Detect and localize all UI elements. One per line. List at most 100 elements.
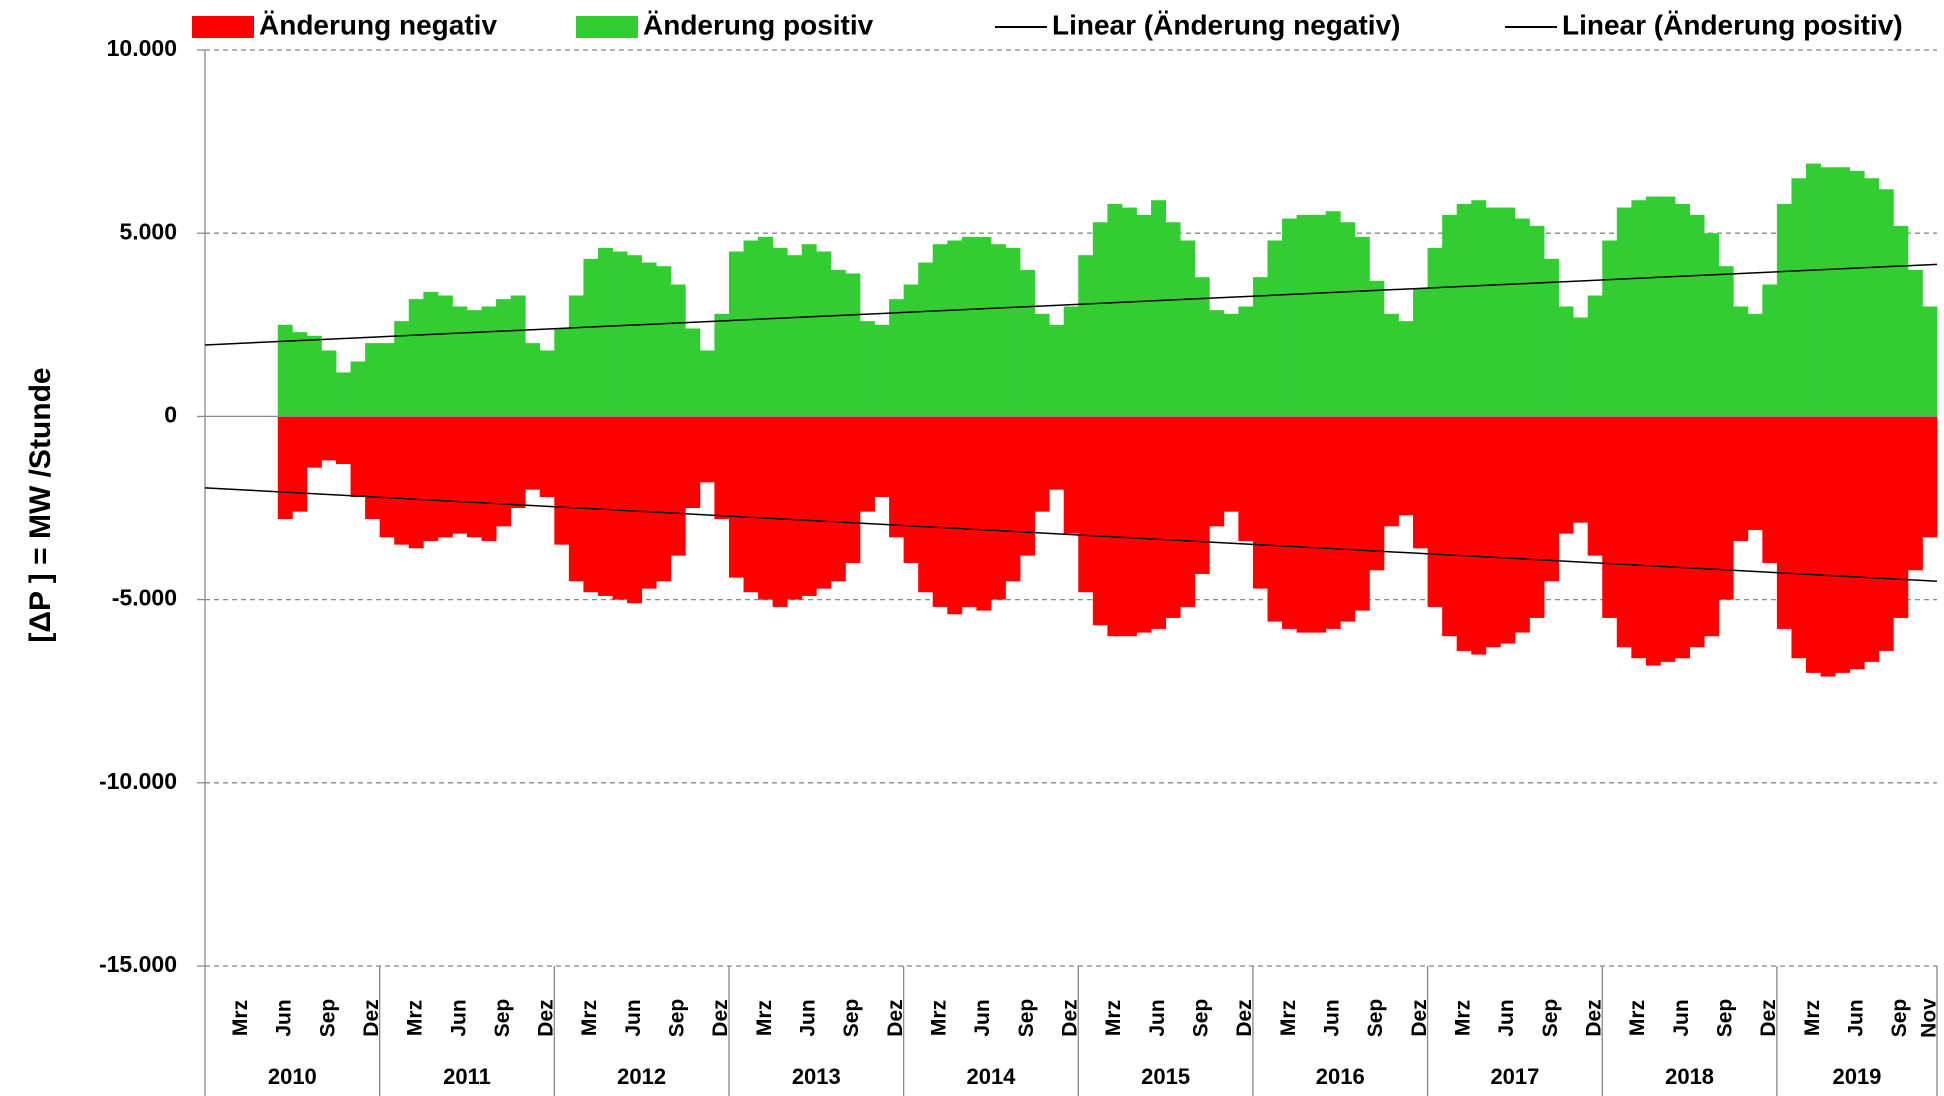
- bar: [1500, 416, 1516, 644]
- bar: [961, 236, 977, 417]
- bar: [1456, 416, 1472, 651]
- bar: [1209, 310, 1225, 417]
- x-tick-label: Mrz: [1626, 1000, 1649, 1036]
- bar: [452, 306, 468, 417]
- bar: [1602, 240, 1618, 417]
- bar: [1922, 416, 1938, 538]
- bar: [568, 416, 584, 582]
- bar: [918, 416, 934, 593]
- bar: [510, 295, 526, 417]
- bar: [627, 416, 643, 604]
- bar: [1369, 280, 1385, 417]
- bar: [656, 416, 672, 582]
- bar: [1631, 416, 1647, 659]
- x-tick-label: Jun: [1670, 999, 1693, 1036]
- bar: [1121, 416, 1137, 637]
- bar: [1616, 416, 1632, 648]
- bar: [918, 262, 934, 417]
- x-tick-label: Mrz: [229, 1000, 252, 1036]
- bar: [1529, 225, 1545, 417]
- bar: [728, 416, 744, 578]
- x-group-label: 2015: [1141, 1064, 1190, 1089]
- bar: [1136, 214, 1152, 417]
- bar: [1063, 416, 1079, 534]
- bar: [1645, 196, 1661, 417]
- y-tick-label: 0: [164, 401, 177, 427]
- bar: [1005, 416, 1021, 582]
- bar: [612, 251, 628, 417]
- bar: [1689, 416, 1705, 648]
- x-tick-label: Jun: [797, 999, 820, 1036]
- x-tick-label: Dez: [1233, 999, 1256, 1036]
- bar: [1209, 416, 1225, 527]
- bar: [1194, 277, 1210, 417]
- bar: [1049, 416, 1065, 490]
- x-tick-label: Mrz: [928, 1000, 951, 1036]
- bar: [845, 416, 861, 563]
- bar: [1151, 416, 1167, 629]
- legend-label: Änderung positiv: [643, 9, 874, 40]
- bar: [743, 416, 759, 593]
- x-tick-label: Sep: [1539, 999, 1562, 1038]
- x-tick-label: Jun: [1321, 999, 1344, 1036]
- bar: [350, 361, 366, 417]
- bar: [1383, 313, 1399, 417]
- bar: [1907, 269, 1923, 417]
- x-tick-label: Mrz: [753, 1000, 776, 1036]
- x-tick-label: Mrz: [1277, 1000, 1300, 1036]
- bar: [1820, 416, 1836, 677]
- bar: [772, 416, 788, 607]
- bar: [597, 416, 613, 596]
- bar: [816, 251, 832, 417]
- bar: [496, 416, 512, 527]
- x-tick-label: Dez: [535, 999, 558, 1036]
- legend-label: Linear (Änderung negativ): [1052, 9, 1400, 40]
- bar: [699, 350, 715, 417]
- bar: [1238, 306, 1254, 417]
- bar: [1485, 207, 1501, 417]
- bar: [1762, 284, 1778, 417]
- y-axis-label: [ΔP ] = MW /Stunde: [24, 367, 57, 642]
- x-tick-label: Jun: [273, 999, 296, 1036]
- bar: [1340, 222, 1356, 417]
- x-tick-label: Jun: [1495, 999, 1518, 1036]
- bar: [365, 343, 381, 417]
- x-group-label: 2010: [268, 1064, 317, 1089]
- bar: [335, 372, 351, 417]
- bar: [1791, 416, 1807, 659]
- bar: [1078, 255, 1094, 417]
- bar: [1340, 416, 1356, 622]
- x-tick-label: Jun: [1146, 999, 1169, 1036]
- bar: [525, 416, 541, 490]
- bar: [699, 416, 715, 483]
- bar: [874, 416, 890, 498]
- x-tick-label: Mrz: [578, 1000, 601, 1036]
- bar: [408, 299, 424, 417]
- x-tick-label: Sep: [1190, 999, 1213, 1038]
- x-group-label: 2011: [443, 1064, 491, 1089]
- bar: [1776, 203, 1792, 417]
- bar: [1034, 313, 1050, 417]
- bar: [1398, 321, 1414, 417]
- bar: [306, 416, 322, 468]
- bar: [292, 332, 308, 417]
- bar: [656, 266, 672, 417]
- bar: [1675, 416, 1690, 659]
- x-tick-label: Dez: [1583, 999, 1606, 1036]
- bar: [1616, 207, 1632, 417]
- bar: [1500, 207, 1516, 417]
- bar: [903, 416, 919, 563]
- legend-swatch: [576, 16, 638, 38]
- bar: [1383, 416, 1399, 527]
- bar: [1747, 416, 1763, 530]
- bar: [1063, 306, 1079, 417]
- x-tick-label: Sep: [1888, 999, 1911, 1038]
- bar: [1806, 163, 1821, 417]
- bar: [1835, 167, 1851, 417]
- x-tick-label: Sep: [1714, 999, 1737, 1038]
- bar: [1282, 416, 1297, 629]
- bar: [1238, 416, 1254, 541]
- trend-line: [204, 263, 1938, 346]
- bar: [1544, 258, 1559, 417]
- x-tick-label: Mrz: [1102, 1000, 1125, 1036]
